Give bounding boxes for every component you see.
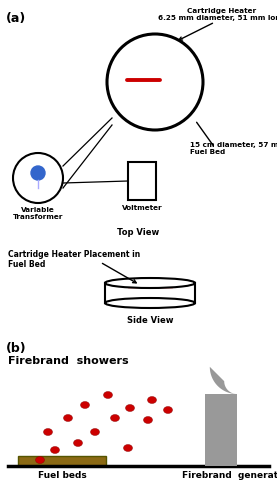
Ellipse shape	[111, 414, 119, 422]
Ellipse shape	[91, 428, 99, 436]
Ellipse shape	[73, 440, 83, 446]
Text: (a): (a)	[6, 12, 26, 25]
Ellipse shape	[50, 446, 60, 454]
Ellipse shape	[43, 428, 53, 436]
Text: Top View: Top View	[117, 228, 159, 237]
Ellipse shape	[63, 414, 73, 422]
Text: Voltmeter: Voltmeter	[122, 205, 162, 211]
Text: Variable
Transformer: Variable Transformer	[13, 207, 63, 220]
Ellipse shape	[163, 406, 173, 414]
Text: Fuel beds: Fuel beds	[38, 471, 86, 480]
Polygon shape	[210, 367, 237, 394]
Ellipse shape	[125, 404, 135, 411]
Ellipse shape	[143, 416, 153, 424]
Text: Firebrand  showers: Firebrand showers	[8, 356, 129, 366]
Bar	[205, 394, 237, 466]
Text: 15 cm diameter, 57 mm depth
Fuel Bed: 15 cm diameter, 57 mm depth Fuel Bed	[190, 142, 277, 155]
Text: (b): (b)	[6, 342, 27, 355]
Ellipse shape	[81, 402, 89, 408]
Bar	[18, 456, 106, 466]
Text: Cartridge Heater Placement in
Fuel Bed: Cartridge Heater Placement in Fuel Bed	[8, 250, 140, 270]
Ellipse shape	[104, 392, 112, 398]
Ellipse shape	[105, 298, 195, 308]
Ellipse shape	[147, 396, 157, 404]
Ellipse shape	[124, 444, 132, 452]
Ellipse shape	[35, 456, 45, 464]
Text: Firebrand  generator: Firebrand generator	[182, 471, 277, 480]
Bar	[128, 162, 156, 200]
Text: Cartridge Heater
6.25 mm diameter, 51 mm long: Cartridge Heater 6.25 mm diameter, 51 mm…	[158, 8, 277, 21]
Ellipse shape	[105, 278, 195, 288]
Text: Side View: Side View	[127, 316, 173, 325]
Circle shape	[31, 166, 45, 180]
